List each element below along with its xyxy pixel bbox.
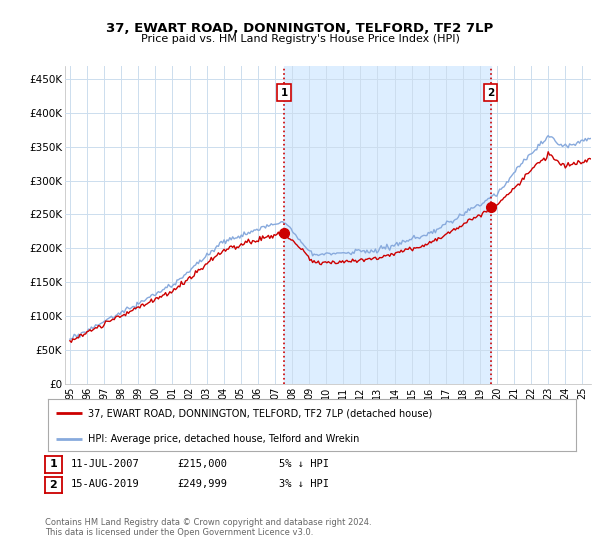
Text: HPI: Average price, detached house, Telford and Wrekin: HPI: Average price, detached house, Telf… <box>88 434 359 444</box>
Text: Contains HM Land Registry data © Crown copyright and database right 2024.
This d: Contains HM Land Registry data © Crown c… <box>45 518 371 538</box>
Text: 2: 2 <box>50 480 57 490</box>
Text: £249,999: £249,999 <box>177 479 227 489</box>
Text: 3% ↓ HPI: 3% ↓ HPI <box>279 479 329 489</box>
Text: 2: 2 <box>487 87 494 97</box>
Text: £215,000: £215,000 <box>177 459 227 469</box>
Text: 15-AUG-2019: 15-AUG-2019 <box>71 479 140 489</box>
Text: 37, EWART ROAD, DONNINGTON, TELFORD, TF2 7LP: 37, EWART ROAD, DONNINGTON, TELFORD, TF2… <box>106 22 494 35</box>
Text: 1: 1 <box>50 459 57 469</box>
Text: 37, EWART ROAD, DONNINGTON, TELFORD, TF2 7LP (detached house): 37, EWART ROAD, DONNINGTON, TELFORD, TF2… <box>88 408 432 418</box>
Text: 11-JUL-2007: 11-JUL-2007 <box>71 459 140 469</box>
Text: 1: 1 <box>280 87 287 97</box>
Text: Price paid vs. HM Land Registry's House Price Index (HPI): Price paid vs. HM Land Registry's House … <box>140 34 460 44</box>
Bar <box>284 66 491 384</box>
Text: 5% ↓ HPI: 5% ↓ HPI <box>279 459 329 469</box>
